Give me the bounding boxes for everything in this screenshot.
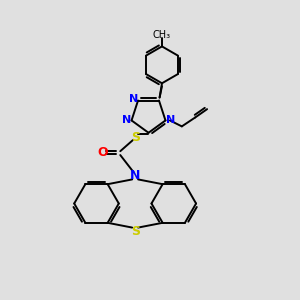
Text: S: S xyxy=(130,131,140,144)
Text: O: O xyxy=(97,146,108,159)
Text: N: N xyxy=(130,169,140,182)
Text: N: N xyxy=(129,94,138,104)
Text: CH₃: CH₃ xyxy=(153,30,171,40)
Text: S: S xyxy=(130,225,140,238)
Text: N: N xyxy=(166,116,175,125)
Text: N: N xyxy=(122,116,131,125)
